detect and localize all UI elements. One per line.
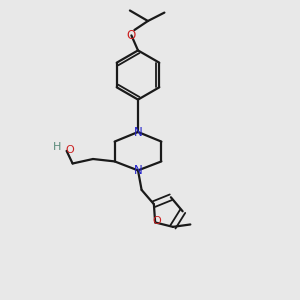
Text: H: H: [53, 142, 61, 152]
Text: N: N: [134, 164, 142, 177]
Text: O: O: [127, 29, 136, 42]
Text: O: O: [66, 145, 75, 155]
Text: N: N: [134, 125, 142, 139]
Text: O: O: [153, 216, 161, 226]
